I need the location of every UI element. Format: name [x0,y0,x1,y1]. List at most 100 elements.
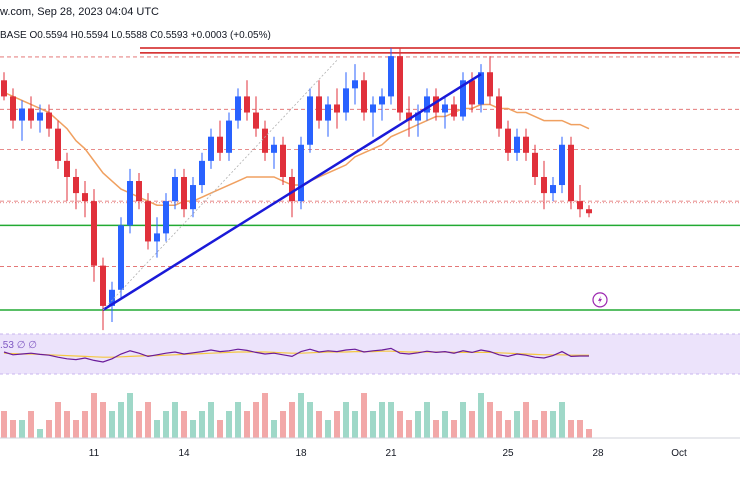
candle-body[interactable] [442,104,448,113]
candle-body[interactable] [316,96,322,121]
candle-body[interactable] [550,185,556,194]
candle-body[interactable] [235,96,241,121]
candle-body[interactable] [262,128,268,153]
candle-body[interactable] [118,225,124,290]
candle-body[interactable] [388,56,394,97]
candle-body[interactable] [55,128,61,161]
candle-body[interactable] [577,201,583,210]
volume-bar [172,402,178,438]
ohlc-readout: BASE O0.5594 H0.5594 L0.5588 C0.5593 +0.… [0,30,271,41]
x-tick-label: 14 [178,448,190,459]
candle-body[interactable] [217,136,223,153]
candle-body[interactable] [289,176,295,202]
candle-body[interactable] [46,112,52,129]
candle-body[interactable] [181,176,187,210]
candle-body[interactable] [487,72,493,97]
candle-body[interactable] [280,144,286,177]
rsi-band [0,334,740,374]
candle-body[interactable] [127,181,133,226]
candle-body[interactable] [82,193,88,202]
candle-body[interactable] [361,80,367,113]
candle-body[interactable] [100,265,106,306]
candle-body[interactable] [163,201,169,234]
candle-body[interactable] [28,108,34,121]
volume-bar [217,420,223,438]
candle-body[interactable] [532,152,538,177]
candle-body[interactable] [451,104,457,117]
candle-body[interactable] [253,112,259,129]
candle-body[interactable] [190,185,196,210]
candle-body[interactable] [379,96,385,105]
candle-body[interactable] [145,201,151,242]
candle-body[interactable] [334,104,340,113]
candle-body[interactable] [415,112,421,121]
candle-body[interactable] [397,56,403,113]
candle-body[interactable] [109,289,115,306]
candle-body[interactable] [460,80,466,117]
candle-body[interactable] [406,112,412,121]
candle-body[interactable] [352,80,358,89]
volume-bar [397,411,403,438]
volume-bar [577,420,583,438]
candle-body[interactable] [64,160,70,177]
candle-body[interactable] [271,144,277,153]
candle-body[interactable] [1,80,7,97]
candle-body[interactable] [73,176,79,194]
volume-bar [541,411,547,438]
volume-bar [379,402,385,438]
candle-body[interactable] [514,136,520,153]
volume-bar [451,420,457,438]
volume-bar [82,411,88,438]
volume-bar [28,411,34,438]
candle-body[interactable] [343,88,349,113]
volume-bar [253,402,259,438]
volume-bar [109,411,115,438]
candle-body[interactable] [37,112,43,121]
lightning-icon-glyph [598,295,602,304]
candle-body[interactable] [136,181,142,202]
volume-bar [559,402,565,438]
candle-body[interactable] [208,136,214,161]
moving-average-line [3,91,590,206]
candle-body[interactable] [478,72,484,105]
candle-body[interactable] [433,96,439,113]
candle-body[interactable] [154,233,160,242]
x-tick-label: 11 [89,448,100,459]
volume-bar [487,402,493,438]
candle-body[interactable] [19,108,25,121]
candle-body[interactable] [424,96,430,113]
candle-body[interactable] [370,104,376,113]
candle-body[interactable] [496,96,502,129]
x-tick-label: 25 [502,448,514,459]
candle-body[interactable] [325,104,331,121]
volume-bar [298,393,304,438]
volume-bar [469,411,475,438]
candle-body[interactable] [541,176,547,194]
candle-body[interactable] [307,96,313,145]
volume-bar [208,402,214,438]
candle-body[interactable] [469,80,475,105]
candle-body[interactable] [244,96,250,113]
volume-bar [73,420,79,438]
candle-body[interactable] [586,209,592,214]
candle-body[interactable] [568,144,574,202]
volume-bar [235,402,241,438]
candle-body[interactable] [505,128,511,153]
candle-body[interactable] [172,176,178,202]
volume-bar [523,402,529,438]
candle-body[interactable] [10,96,16,121]
trendline-2[interactable] [102,59,338,311]
candle-body[interactable] [559,144,565,186]
candle-body[interactable] [91,201,97,266]
volume-bar [64,411,70,438]
open-value: O0.5594 [29,30,68,41]
candle-body[interactable] [199,160,205,186]
candle-body[interactable] [298,144,304,202]
trendline-1[interactable] [102,73,482,312]
volume-bar [550,411,556,438]
candle-body[interactable] [226,120,232,153]
volume-bar [145,402,151,438]
candle-body[interactable] [523,136,529,153]
